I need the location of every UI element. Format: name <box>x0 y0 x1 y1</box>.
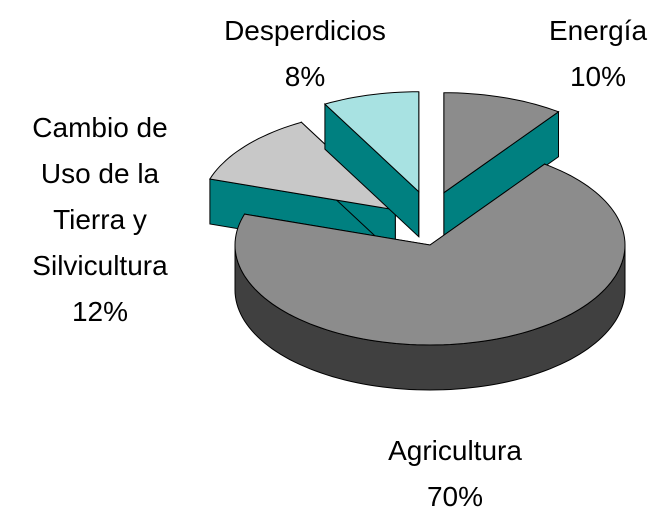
slice-top <box>443 92 560 194</box>
slice-label: Agricultura 70% <box>345 428 565 511</box>
slice <box>323 91 420 238</box>
slice-label: Energía 10% <box>518 8 664 100</box>
slice-label: Cambio de Uso de la Tierra y Silvicultur… <box>13 105 188 335</box>
value-label: 70% <box>426 481 484 511</box>
value-label: 8% <box>284 61 326 92</box>
category-label: Cambio de Uso de la Tierra y Silvicultur… <box>32 112 168 281</box>
slice-top <box>323 91 420 193</box>
slice <box>234 163 626 391</box>
value-label: 12% <box>71 296 129 327</box>
slice-top <box>234 163 626 346</box>
category-label: Energía <box>548 15 648 46</box>
category-label: Agricultura <box>388 435 522 466</box>
slice-label: Desperdicios 8% <box>195 8 415 100</box>
slice <box>443 92 560 239</box>
category-label: Desperdicios <box>224 15 386 46</box>
value-label: 10% <box>569 61 627 92</box>
slice-top <box>209 121 397 211</box>
